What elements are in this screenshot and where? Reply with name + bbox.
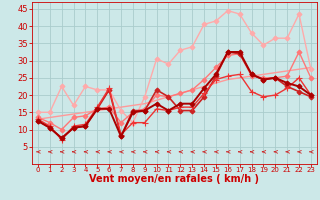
X-axis label: Vent moyen/en rafales ( km/h ): Vent moyen/en rafales ( km/h ) — [89, 174, 260, 184]
